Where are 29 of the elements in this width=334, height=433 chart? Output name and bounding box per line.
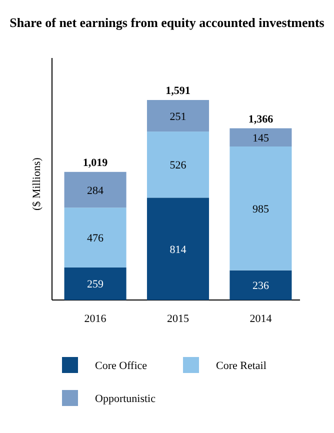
- bar: [64, 267, 126, 300]
- x-tick-label: 2015: [167, 312, 190, 325]
- bar: [230, 146, 292, 270]
- data-label: 259: [87, 278, 104, 291]
- legend-label: Core Office: [95, 360, 148, 372]
- total-label: 1,019: [82, 156, 108, 169]
- bar: [146, 132, 210, 198]
- data-label: 251: [170, 110, 186, 123]
- data-label: 145: [252, 132, 270, 144]
- bar: [146, 198, 210, 300]
- data-label: 236: [252, 280, 270, 292]
- x-tick-label: 2014: [250, 312, 272, 325]
- bar: [146, 100, 210, 132]
- bar: [64, 172, 126, 208]
- bar: [230, 128, 292, 147]
- y-axis-title: ($ Millions): [31, 157, 43, 210]
- total-label: 1,366: [248, 113, 274, 126]
- data-label: 476: [87, 232, 104, 245]
- legend-label: Core Retail: [216, 360, 266, 372]
- data-label: 814: [170, 244, 187, 256]
- data-label: 284: [87, 184, 104, 197]
- chart-title: Share of net earnings from equity accounted investments: [10, 15, 324, 30]
- x-tick-label: 2016: [84, 312, 107, 325]
- data-label: 985: [252, 203, 270, 216]
- data-label: 526: [170, 160, 187, 172]
- legend-label: Opportunistic: [95, 393, 156, 405]
- bar: [230, 270, 292, 300]
- total-label: 1,591: [166, 85, 190, 97]
- bar: [64, 208, 126, 268]
